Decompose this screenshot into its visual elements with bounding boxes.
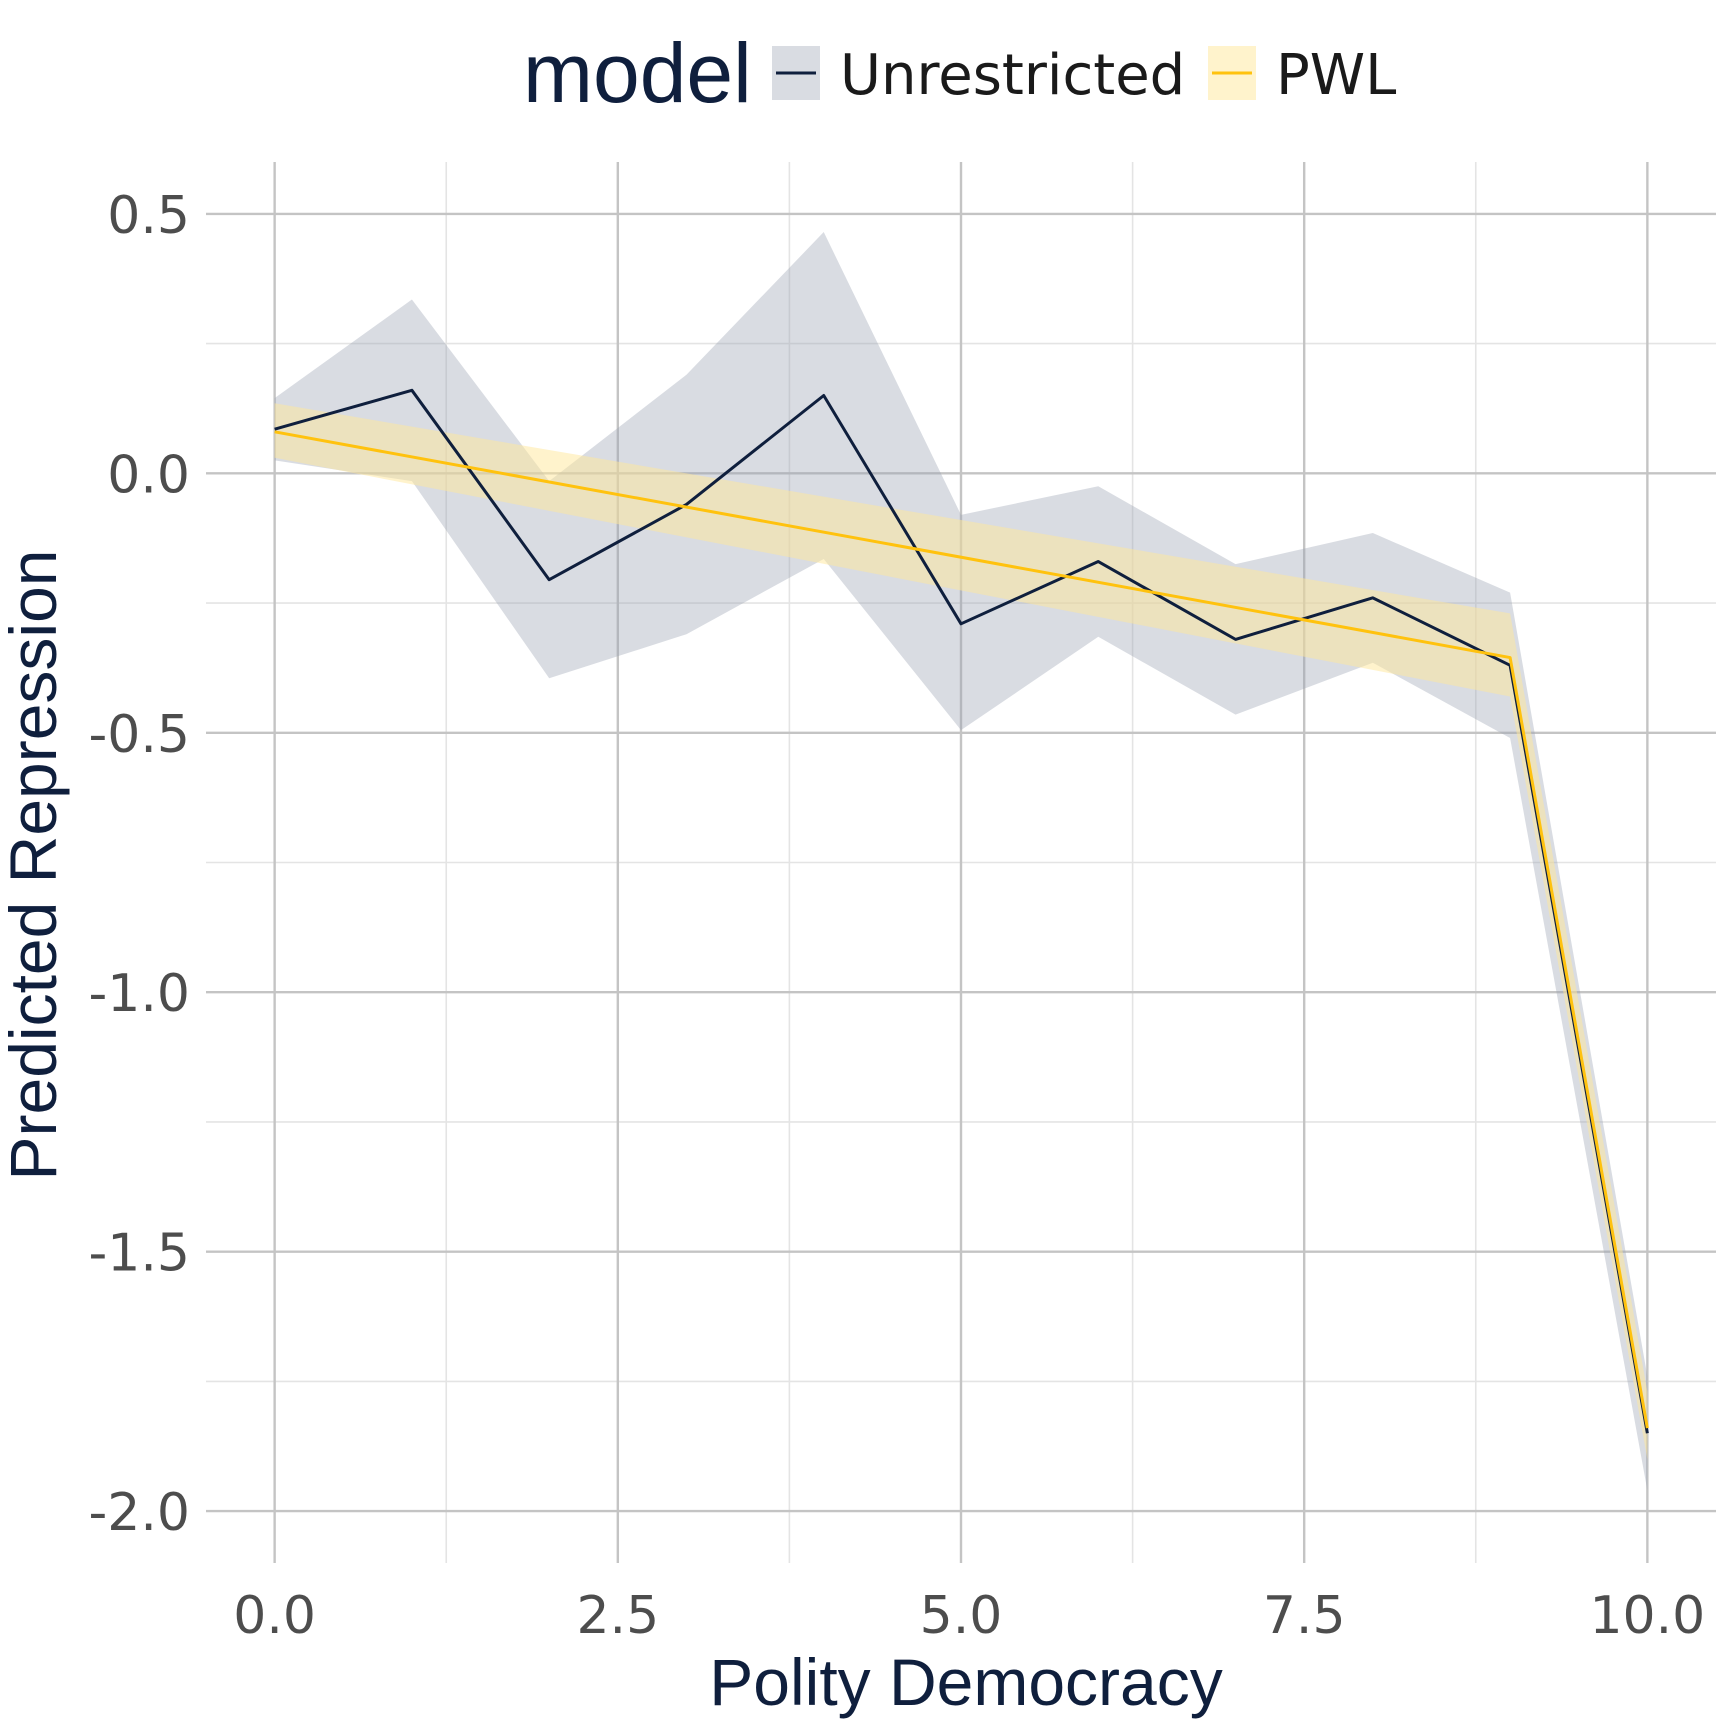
x-tick-label: 10.0	[1589, 1586, 1705, 1646]
legend-label-unrestricted: Unrestricted	[840, 43, 1185, 108]
legend-title: model	[523, 26, 752, 120]
x-axis-title: Polity Democracy	[709, 1645, 1222, 1719]
x-tick-label: 0.0	[233, 1586, 316, 1646]
series-lines	[274, 388, 1649, 1434]
x-axis-ticks: 0.0 2.5 5.0 7.5 10.0	[233, 1586, 1705, 1646]
y-tick-label: 0.0	[107, 445, 190, 505]
y-tick-label: -0.5	[89, 705, 190, 765]
x-tick-label: 5.0	[920, 1586, 1003, 1646]
y-tick-label: -1.5	[89, 1224, 190, 1284]
y-tick-label: -2.0	[89, 1483, 190, 1543]
grid	[206, 162, 1716, 1563]
x-tick-label: 7.5	[1263, 1586, 1346, 1646]
y-tick-label: -1.0	[89, 964, 190, 1024]
legend: model Unrestricted PWL	[523, 26, 1396, 120]
y-axis-ticks: 0.5 0.0 -0.5 -1.0 -1.5 -2.0	[89, 186, 190, 1543]
line-pwl	[274, 430, 1649, 1429]
band-unrestricted	[274, 232, 1648, 1491]
y-axis-title: Predicted Repression	[0, 550, 70, 1181]
y-tick-label: 0.5	[107, 186, 190, 246]
legend-label-pwl: PWL	[1276, 43, 1396, 108]
confidence-bands	[274, 232, 1648, 1491]
x-tick-label: 2.5	[576, 1586, 659, 1646]
line-unrestricted	[274, 388, 1649, 1434]
